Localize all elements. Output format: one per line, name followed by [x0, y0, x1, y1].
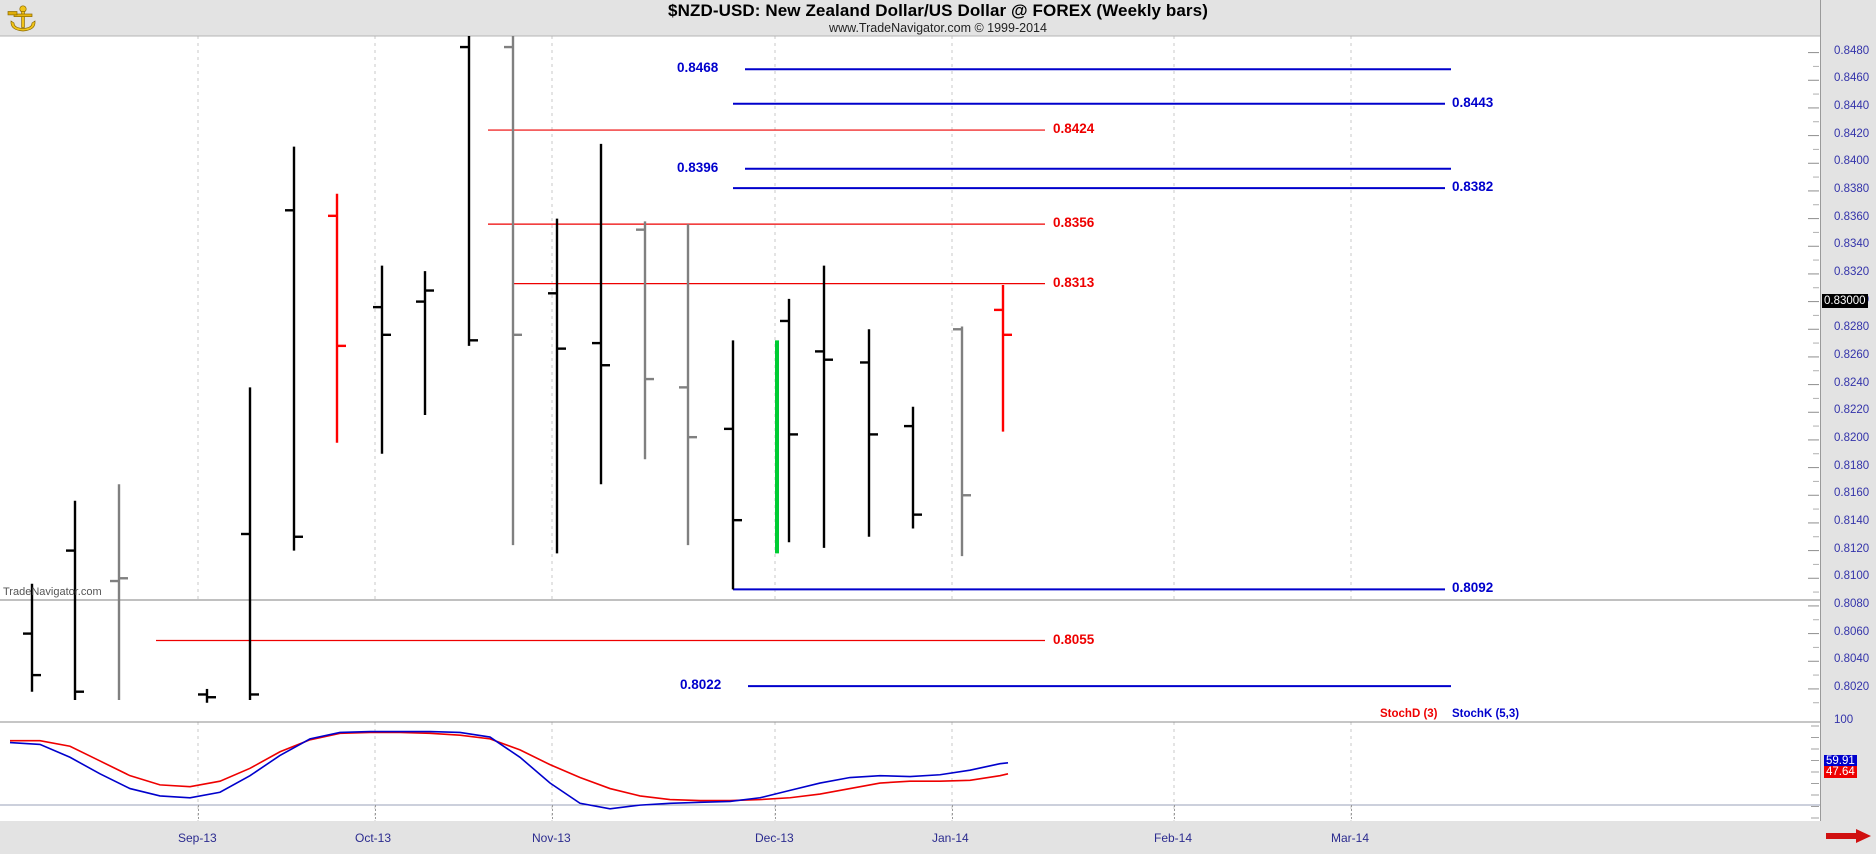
ohlc-bar-14[interactable]	[679, 224, 697, 546]
ohlc-bar-4[interactable]	[241, 387, 259, 700]
ohlc-bar-6[interactable]	[328, 193, 346, 443]
level-label-0.8468: 0.8468	[677, 60, 719, 76]
price-tick-label-0.8060: 0.8060	[1834, 625, 1870, 638]
gold-anchor-logo-icon	[7, 5, 36, 32]
stoch-d-value-marker: 47.64	[1824, 766, 1857, 779]
date-tick-Feb-14	[1174, 805, 1175, 820]
price-tick-label-0.8200: 0.8200	[1834, 431, 1870, 444]
date-label-Jan-14: Jan-14	[932, 831, 969, 845]
watermark-text: TradeNavigator.com	[3, 586, 102, 598]
current-price-marker: 0.83000	[1822, 293, 1868, 308]
price-tick-label-0.8180: 0.8180	[1834, 459, 1870, 472]
ohlc-bar-20[interactable]	[904, 406, 922, 529]
price-tick-label-0.8080: 0.8080	[1834, 597, 1870, 610]
level-label-0.8092: 0.8092	[1452, 580, 1494, 596]
price-tick-label-0.8320: 0.8320	[1834, 265, 1870, 278]
price-tick-label-0.8440: 0.8440	[1834, 99, 1870, 112]
stoch-k-value-marker: 59.91	[1824, 754, 1857, 767]
date-axis[interactable]	[0, 821, 1876, 854]
date-label-Oct-13: Oct-13	[355, 831, 392, 845]
price-tick-label-0.8340: 0.8340	[1834, 238, 1870, 251]
date-tick-Jan-14	[952, 805, 953, 820]
level-label-0.8396: 0.8396	[677, 159, 719, 175]
ohlc-bar-18[interactable]	[815, 265, 833, 548]
date-tick-Sep-13	[198, 805, 199, 820]
ohlc-bar-2[interactable]	[110, 484, 128, 700]
ohlc-bar-19[interactable]	[860, 329, 878, 537]
ohlc-bar-0[interactable]	[23, 583, 41, 692]
price-tick-label-0.8100: 0.8100	[1834, 570, 1870, 583]
ohlc-bar-12[interactable]	[592, 143, 610, 485]
date-label-Mar-14: Mar-14	[1331, 831, 1370, 845]
ohlc-bar-8[interactable]	[416, 271, 434, 416]
level-label-0.8382: 0.8382	[1452, 179, 1494, 195]
price-tick-label-0.8280: 0.8280	[1834, 321, 1870, 334]
price-tick-label-0.8140: 0.8140	[1834, 514, 1870, 527]
level-label-0.8356: 0.8356	[1053, 215, 1095, 231]
stoch-line-k[interactable]	[9, 730, 1009, 810]
date-tick-Nov-13	[552, 805, 553, 820]
price-tick-label-0.8420: 0.8420	[1834, 127, 1870, 140]
price-tick-label-0.8040: 0.8040	[1834, 653, 1870, 666]
date-tick-Mar-14	[1351, 805, 1352, 820]
ohlc-bar-22[interactable]	[994, 285, 1012, 432]
price-tick-label-0.8020: 0.8020	[1834, 680, 1870, 693]
ohlc-bar-5[interactable]	[285, 146, 303, 551]
title-bar: $NZD-USD: New Zealand Dollar/US Dollar @…	[0, 0, 1876, 36]
level-label-0.8022: 0.8022	[680, 677, 722, 693]
ohlc-bar-13[interactable]	[636, 221, 654, 460]
ohlc-bar-3[interactable]	[198, 688, 216, 703]
date-tick-Dec-13	[775, 805, 776, 820]
ohlc-bar-7[interactable]	[373, 265, 391, 454]
price-tick-label-0.8380: 0.8380	[1834, 182, 1870, 195]
price-tick-label-0.8160: 0.8160	[1834, 487, 1870, 500]
price-tick-label-0.8460: 0.8460	[1834, 72, 1870, 85]
price-tick-label-0.8260: 0.8260	[1834, 348, 1870, 361]
stoch-d-legend: StochD (3)	[1380, 708, 1438, 720]
price-tick-label-0.8240: 0.8240	[1834, 376, 1870, 389]
stoch-line-d[interactable]	[10, 731, 1009, 802]
date-label-Sep-13: Sep-13	[178, 831, 217, 845]
date-label-Nov-13: Nov-13	[532, 831, 571, 845]
ohlc-bar-21[interactable]	[953, 326, 971, 557]
price-tick-label-0.8220: 0.8220	[1834, 404, 1870, 417]
level-label-0.8055: 0.8055	[1053, 631, 1095, 647]
ohlc-bar-17[interactable]	[780, 298, 798, 543]
date-label-Dec-13: Dec-13	[755, 831, 794, 845]
level-label-0.8313: 0.8313	[1053, 274, 1095, 290]
chart-title: $NZD-USD: New Zealand Dollar/US Dollar @…	[668, 1, 1208, 20]
date-label-Feb-14: Feb-14	[1154, 831, 1193, 845]
price-tick-label-0.8400: 0.8400	[1834, 155, 1870, 168]
price-tick-label-0.8480: 0.8480	[1834, 44, 1870, 57]
price-tick-label-0.8120: 0.8120	[1834, 542, 1870, 555]
price-scale[interactable]	[1820, 0, 1876, 854]
ohlc-bar-11[interactable]	[548, 218, 566, 554]
ohlc-bar-15[interactable]	[724, 340, 742, 590]
ohlc-bar-9[interactable]	[460, 36, 478, 346]
stoch-k-legend: StochK (5,3)	[1452, 708, 1520, 720]
ohlc-bar-10[interactable]	[504, 36, 522, 546]
stoch-top-tick: 100	[1834, 714, 1854, 726]
level-label-0.8424: 0.8424	[1053, 121, 1095, 137]
price-pane[interactable]	[0, 36, 1820, 720]
date-tick-Oct-13	[375, 805, 376, 820]
scroll-forward-arrow-icon[interactable]	[1826, 828, 1872, 844]
level-label-0.8443: 0.8443	[1452, 94, 1494, 110]
price-tick-label-0.8360: 0.8360	[1834, 210, 1870, 223]
chart-subtitle: www.TradeNavigator.com © 1999-2014	[829, 21, 1047, 35]
ohlc-bar-1[interactable]	[66, 500, 84, 700]
